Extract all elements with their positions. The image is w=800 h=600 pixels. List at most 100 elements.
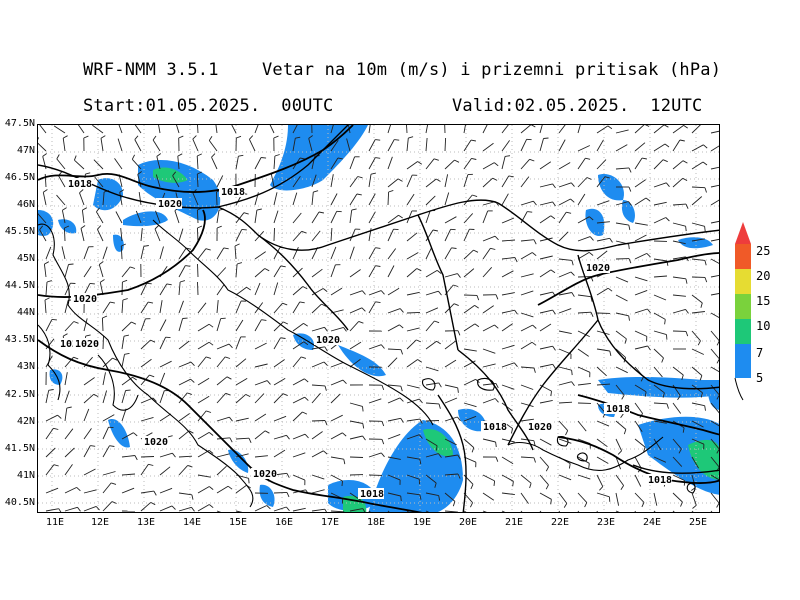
wind-barb-flag (99, 261, 104, 265)
legend-label-10: 10 (756, 319, 771, 333)
wind-barb (292, 474, 306, 481)
wind-barb-flag (679, 139, 685, 142)
wind-barb (121, 473, 136, 476)
wind-barb (634, 345, 648, 350)
wind-barb (197, 395, 210, 404)
wind-barb (406, 418, 420, 422)
wind-barb (482, 363, 496, 368)
wind-barb-flag (380, 344, 385, 349)
wind-barb-flag (209, 504, 214, 509)
wind-barb (425, 137, 428, 152)
wind-barb (710, 330, 719, 342)
wind-barb (83, 377, 95, 386)
wind-barb-flag (647, 345, 651, 351)
legend-label-25: 25 (756, 244, 771, 258)
wind-barb-flag (229, 416, 233, 422)
wind-barb-flag (570, 271, 575, 276)
wind-barb-flag (552, 183, 556, 189)
wind-barb (140, 502, 151, 512)
wind-barb (45, 487, 59, 494)
wind-barb-flag (208, 323, 214, 328)
wind-barb (131, 158, 142, 170)
wind-barb (710, 220, 719, 224)
wind-barb-flag (545, 466, 549, 472)
wind-barb-flag (472, 194, 478, 198)
wind-barb-flag (66, 406, 72, 409)
wind-barb (292, 301, 301, 314)
wind-barb-flag (187, 392, 193, 395)
wind-barb (691, 348, 704, 355)
wind-barb-flag (628, 167, 632, 173)
wind-barb (349, 193, 358, 206)
wind-barb-flag (93, 393, 99, 398)
wind-barb (653, 456, 667, 463)
wind-barb (45, 447, 56, 458)
wind-barb (520, 312, 534, 318)
wind-barb (539, 323, 552, 332)
wind-barb-flag (682, 427, 685, 433)
wind-barb (425, 158, 435, 170)
wind-barb (83, 489, 97, 494)
wind-barb-flag (416, 339, 421, 343)
wind-barb (539, 291, 553, 296)
wind-barb (501, 175, 510, 188)
wind-barb-flag (229, 437, 233, 443)
wind-barb (672, 510, 675, 512)
wind-barb (45, 281, 48, 296)
wind-barb (577, 456, 590, 464)
wind-barb (93, 159, 104, 170)
wind-barb (672, 240, 686, 245)
isobar-label-bg (156, 198, 182, 209)
wind-barb-flag (73, 321, 79, 324)
wind-barb (64, 283, 71, 296)
wind-barb (292, 192, 298, 206)
wind-barb-flag (264, 430, 270, 434)
wind-barb (482, 510, 487, 512)
wind-barb-flag (85, 172, 91, 175)
wind-barb-flag (644, 391, 647, 397)
wind-barb (254, 430, 266, 440)
wind-barb-flag (716, 358, 719, 364)
wind-barb (387, 474, 401, 481)
wind-barb (520, 139, 528, 152)
wind-barb (292, 378, 305, 386)
wind-barb-flag (435, 178, 441, 182)
wind-barb (596, 221, 610, 224)
isobar-label-bg (142, 436, 168, 447)
wind-barb (178, 392, 188, 404)
wind-barb (235, 263, 238, 278)
wind-barb (248, 139, 256, 152)
wind-barb (79, 192, 85, 206)
wind-barb-flag (273, 135, 279, 139)
wind-barb (634, 402, 643, 414)
wind-barb-flag (77, 507, 81, 512)
wind-barb (254, 393, 265, 404)
wind-barb (102, 246, 108, 260)
wind-barb (463, 229, 470, 242)
isobar-label-bg (526, 421, 552, 432)
wind-barb (118, 125, 123, 134)
wind-barb (216, 210, 220, 224)
wind-barb (83, 445, 91, 458)
lon-label: 13E (137, 517, 156, 528)
wind-barb (387, 492, 401, 497)
wind-barb-flag (351, 208, 357, 211)
wind-barb (463, 510, 467, 512)
wind-barb-flag (552, 201, 556, 207)
wind-barb-flag (399, 324, 404, 329)
wind-barb-flag (266, 380, 271, 385)
wind-barb-flag (191, 507, 195, 512)
wind-barb-flag (646, 253, 651, 258)
wind-barb (577, 348, 589, 357)
wind-barb (178, 340, 190, 350)
wind-barb (231, 125, 237, 134)
wind-barb (159, 337, 167, 350)
wind-barb (269, 125, 275, 134)
wind-barb (140, 358, 152, 368)
wind-barb-flag (149, 374, 155, 378)
wind-barb-flag (416, 268, 422, 272)
wind-barb (387, 156, 393, 170)
wind-barb-flag (156, 153, 162, 157)
wind-barb (615, 144, 628, 152)
wind-barb (444, 384, 458, 389)
